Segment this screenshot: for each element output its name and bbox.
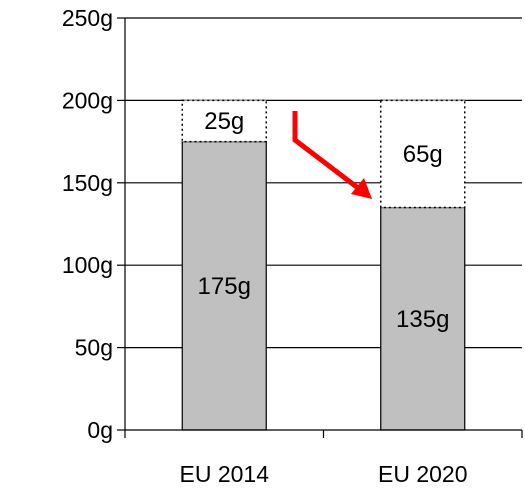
bar-gap [380, 99, 466, 209]
trend-arrow-shaft [292, 111, 360, 190]
axes-group [117, 17, 523, 438]
gap-value-label: 65g [403, 141, 443, 168]
annotation-group [292, 111, 372, 199]
bar-gap [181, 99, 267, 143]
x-tick-label: EU 2020 [378, 461, 468, 487]
y-tick-label: 100g [62, 252, 113, 278]
trend-arrow-head [351, 178, 372, 199]
y-tick-label: 0g [87, 417, 113, 443]
y-tick-label: 250g [62, 5, 113, 31]
bar-solid [380, 206, 466, 431]
x-tick-label: EU 2014 [179, 461, 269, 487]
y-tick-label: 50g [75, 335, 113, 361]
bar-solid [181, 141, 267, 431]
bars-group [181, 99, 466, 431]
y-tick-label: 200g [62, 87, 113, 113]
bar-value-label: 135g [396, 306, 449, 333]
y-tick-label: 150g [62, 170, 113, 196]
labels-group: 0g 50g 100g 150g 200g 250g 175g 25g EU 2014 135g 6… [62, 5, 468, 487]
bar-value-label: 175g [198, 273, 251, 300]
gap-value-label: 25g [204, 108, 244, 135]
